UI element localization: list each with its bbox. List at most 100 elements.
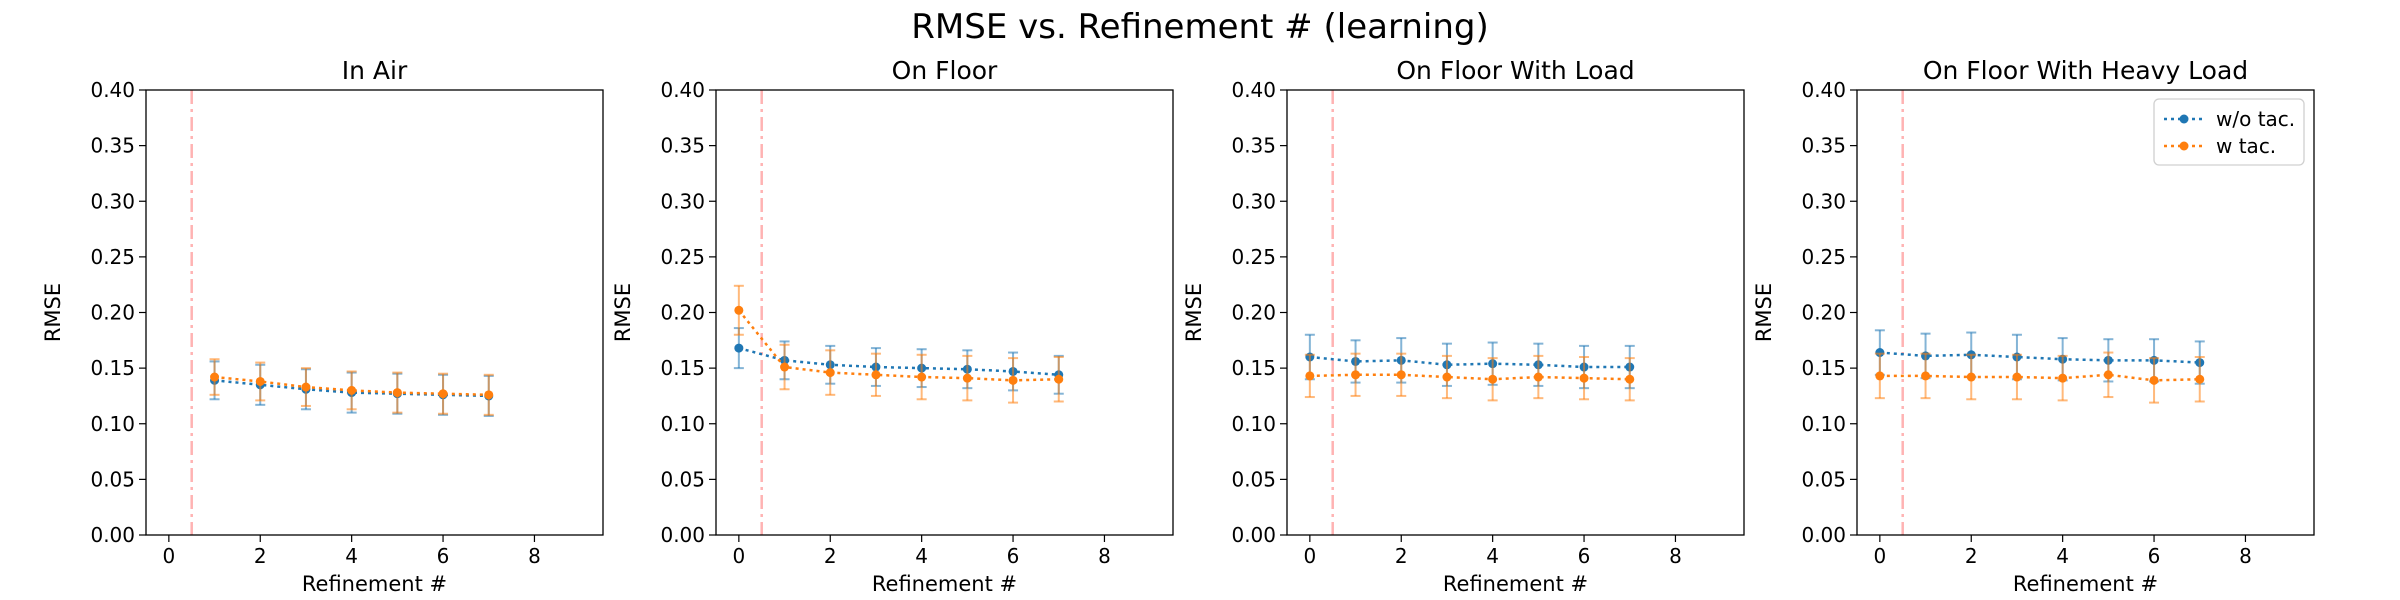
data-point: [1396, 370, 1406, 380]
y-tick-label: 0.05: [1801, 467, 1846, 491]
data-point: [734, 343, 744, 353]
y-tick-label: 0.05: [1231, 467, 1276, 491]
axes-frame: [1286, 89, 1745, 536]
data-series: [1874, 351, 2205, 404]
y-tick-label: 0.20: [660, 301, 705, 325]
x-tick-label: 0: [162, 544, 175, 568]
axes-frame: [1856, 89, 2315, 536]
y-axis-label: RMSE: [1752, 283, 1776, 342]
panel-title: On Floor With Load: [1396, 56, 1634, 85]
data-point: [1875, 371, 1885, 381]
y-tick-label: 0.20: [90, 301, 135, 325]
y-tick-label: 0.20: [1801, 301, 1846, 325]
series-line: [1879, 351, 2200, 364]
y-axis-label: RMSE: [1182, 283, 1206, 342]
data-point: [2012, 372, 2022, 382]
data-point: [825, 368, 835, 378]
y-tick-label: 0.25: [90, 245, 135, 269]
x-tick-label: 2: [824, 544, 837, 568]
series-line: [738, 346, 1059, 377]
chart-panels: In Air 0.00 0.05 0.10 0.15 0.20 0.25 0.30 0.35 0.…: [41, 56, 2315, 596]
data-point: [1875, 348, 1885, 358]
data-series: [733, 284, 1064, 404]
y-tick-label: 0.10: [1231, 412, 1276, 436]
data-point: [1579, 373, 1589, 383]
data-point: [1921, 371, 1931, 381]
panel-title: On Floor: [892, 56, 998, 85]
y-tick-label: 0.00: [1231, 523, 1276, 547]
chart-panel: On Floor With Heavy Load 0.00 0.05 0.10 0.15…: [1752, 56, 2315, 596]
x-tick-label: 4: [345, 544, 358, 568]
x-tick-label: 2: [254, 544, 267, 568]
legend-label: w/o tac.: [2216, 107, 2295, 131]
legend: w/o tac. w tac.: [2153, 98, 2305, 166]
data-series: [209, 358, 494, 416]
y-tick-label: 0.30: [660, 189, 705, 213]
y-tick-label: 0.25: [1231, 245, 1276, 269]
y-tick-label: 0.15: [90, 356, 135, 380]
x-tick-label: 0: [1873, 544, 1886, 568]
panel-title: In Air: [342, 56, 408, 85]
x-tick-label: 8: [1098, 544, 1111, 568]
y-tick-label: 0.15: [660, 356, 705, 380]
y-tick-label: 0.05: [660, 467, 705, 491]
data-point: [1008, 375, 1018, 385]
legend-box: [2153, 98, 2305, 166]
data-point: [347, 385, 357, 395]
x-tick-label: 0: [732, 544, 745, 568]
y-tick-label: 0.05: [90, 467, 135, 491]
x-tick-label: 2: [1965, 544, 1978, 568]
x-tick-label: 8: [528, 544, 541, 568]
x-axis-label: Refinement #: [1443, 572, 1588, 596]
y-axis-label: RMSE: [611, 283, 635, 342]
data-point: [1054, 374, 1064, 384]
data-point: [871, 370, 881, 380]
chart-panel: On Floor 0.00 0.05 0.10 0.15 0.20 0.25 0.30 0.35…: [611, 56, 1174, 596]
data-point: [780, 362, 790, 372]
legend-label: w tac.: [2216, 134, 2276, 158]
y-tick-label: 0.30: [1231, 189, 1276, 213]
data-point: [301, 382, 311, 392]
series-line: [1309, 355, 1630, 369]
data-point: [962, 373, 972, 383]
x-tick-label: 6: [2148, 544, 2161, 568]
x-axis-label: Refinement #: [2013, 572, 2158, 596]
chart-panel: In Air 0.00 0.05 0.10 0.15 0.20 0.25 0.30 0.35 0.…: [41, 56, 604, 596]
axes-frame: [145, 89, 604, 536]
y-axis-label: RMSE: [41, 283, 65, 342]
data-point: [255, 376, 265, 386]
series-line: [737, 309, 1059, 382]
series-line: [1309, 373, 1630, 381]
y-tick-label: 0.40: [1231, 78, 1276, 102]
legend-marker: [2179, 114, 2189, 124]
x-tick-label: 8: [1669, 544, 1682, 568]
y-tick-label: 0.10: [1801, 412, 1846, 436]
y-tick-label: 0.35: [1801, 134, 1846, 158]
x-tick-label: 6: [1007, 544, 1020, 568]
x-tick-label: 2: [1395, 544, 1408, 568]
y-tick-label: 0.00: [660, 523, 705, 547]
axes-frame: [715, 89, 1174, 536]
x-axis-label: Refinement #: [872, 572, 1017, 596]
y-tick-label: 0.40: [1801, 78, 1846, 102]
legend-marker: [2179, 141, 2189, 151]
y-tick-label: 0.10: [90, 412, 135, 436]
y-tick-label: 0.35: [1231, 134, 1276, 158]
data-point: [1488, 374, 1498, 384]
y-tick-label: 0.40: [90, 78, 135, 102]
x-tick-label: 6: [437, 544, 450, 568]
data-point: [1351, 370, 1361, 380]
data-point: [392, 388, 402, 398]
x-tick-label: 6: [1578, 544, 1591, 568]
data-series: [1304, 352, 1635, 402]
x-tick-label: 8: [2239, 544, 2252, 568]
x-tick-label: 0: [1303, 544, 1316, 568]
data-point: [1966, 372, 1976, 382]
y-tick-label: 0.35: [660, 134, 705, 158]
data-point: [438, 389, 448, 399]
y-tick-label: 0.20: [1231, 301, 1276, 325]
x-axis-label: Refinement #: [302, 572, 447, 596]
data-point: [1442, 372, 1452, 382]
data-point: [1533, 372, 1543, 382]
